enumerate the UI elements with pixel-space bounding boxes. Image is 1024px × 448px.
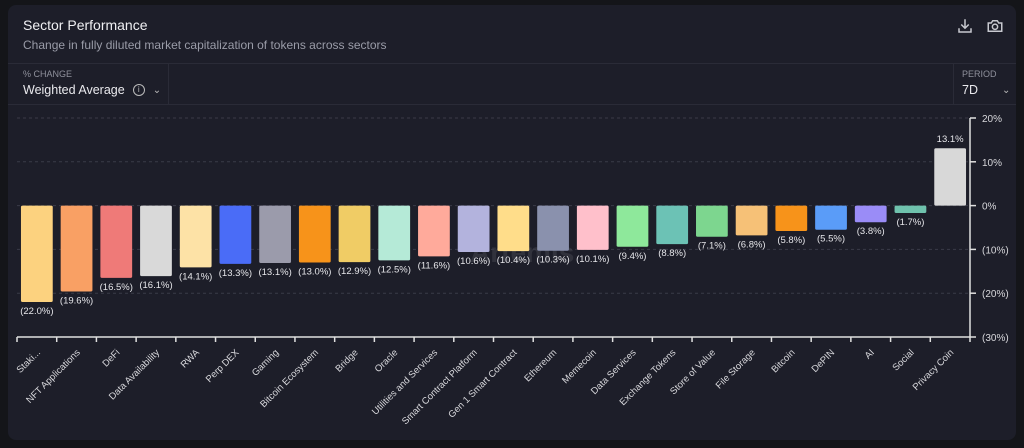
x-tick-label: Social <box>890 347 916 373</box>
x-tick-label: Bitcoin <box>769 347 797 375</box>
data-label: (3.8%) <box>857 226 885 237</box>
bar <box>179 205 212 268</box>
period-value: 7D <box>962 83 978 97</box>
bar <box>735 205 768 236</box>
bar <box>696 205 728 237</box>
data-label: (1.7%) <box>896 217 924 228</box>
data-label: (7.1%) <box>698 241 726 252</box>
data-label: (5.5%) <box>817 234 845 245</box>
bar <box>656 205 689 245</box>
bar <box>60 205 93 292</box>
data-label: (16.5%) <box>100 282 133 293</box>
y-tick-label: 0% <box>982 202 997 213</box>
bar <box>616 205 649 247</box>
bar <box>20 205 53 302</box>
data-label: (5.8%) <box>777 235 805 246</box>
data-label: (13.0%) <box>298 267 331 278</box>
chevron-down-icon: ⌄ <box>1001 84 1011 96</box>
bar <box>338 205 371 263</box>
x-tick-label: Smart Contract Platform <box>400 347 480 427</box>
chart-subtitle: Change in fully diluted market capitaliz… <box>23 38 387 52</box>
data-label: 13.1% <box>937 134 964 145</box>
chart-title: Sector Performance <box>23 17 148 33</box>
download-icon[interactable] <box>956 17 974 40</box>
bar <box>140 205 172 277</box>
y-tick-label: 10% <box>982 158 1002 169</box>
data-label: (16.1%) <box>139 280 172 291</box>
bar <box>378 205 411 261</box>
y-tick-label: (20%) <box>982 289 1009 300</box>
x-tick-label: Perp DEX <box>204 347 242 385</box>
bar <box>815 205 847 230</box>
x-tick-label: DePIN <box>810 347 838 375</box>
x-tick-label: Privacy Coin <box>911 347 956 392</box>
data-label: (11.6%) <box>418 260 451 271</box>
x-tick-label: Utilities and Services <box>370 347 440 417</box>
data-label: (6.8%) <box>738 239 766 250</box>
camera-icon[interactable] <box>986 17 1004 40</box>
x-tick-label: File Storage <box>714 347 758 391</box>
data-label: (9.4%) <box>618 251 646 262</box>
bar <box>854 205 887 223</box>
y-tick-label: (30%) <box>982 333 1009 344</box>
data-label: (10.4%) <box>497 255 530 266</box>
x-tick-label: Memecoin <box>560 347 599 386</box>
x-tick-label: Gaming <box>250 347 281 378</box>
x-tick-label: AI <box>863 347 877 361</box>
bar <box>894 205 927 214</box>
bar <box>418 205 450 257</box>
metric-value: Weighted Average <box>23 83 125 97</box>
x-tick-label: Gen 1 Smart Contract <box>446 347 519 420</box>
bar <box>576 205 609 250</box>
bar <box>775 205 808 232</box>
period-label: PERIOD <box>962 69 997 79</box>
data-label: (13.1%) <box>258 267 291 278</box>
metric-dropdown[interactable]: % CHANGE Weighted Average i ⌄ <box>8 64 169 104</box>
x-tick-label: DeFi <box>100 347 122 369</box>
period-dropdown[interactable]: PERIOD 7D ⌄ <box>953 64 1016 104</box>
bar <box>934 148 967 206</box>
data-label: (22.0%) <box>20 306 53 317</box>
data-label: (8.8%) <box>658 248 686 259</box>
x-tick-label: RWA <box>179 347 203 371</box>
bar <box>100 205 133 278</box>
bar <box>497 205 530 252</box>
data-label: (14.1%) <box>179 271 212 282</box>
info-icon[interactable]: i <box>132 84 145 96</box>
bar <box>457 205 490 253</box>
data-label: (12.5%) <box>378 264 411 275</box>
x-tick-label: Ethereum <box>522 347 559 384</box>
data-label: (10.3%) <box>536 255 569 266</box>
bar <box>259 205 291 263</box>
data-label: (13.3%) <box>219 268 252 279</box>
x-tick-label: Bridge <box>333 347 360 374</box>
x-tick-label: Oracle <box>373 347 401 375</box>
chevron-down-icon: ⌄ <box>152 84 162 96</box>
bar <box>537 205 569 251</box>
data-label: (12.9%) <box>338 266 371 277</box>
data-label: (10.6%) <box>457 256 490 267</box>
y-tick-label: (10%) <box>982 245 1009 256</box>
bar <box>219 205 252 264</box>
x-tick-label: Staki... <box>15 347 43 375</box>
bar <box>298 205 331 263</box>
data-label: (10.1%) <box>576 254 609 265</box>
data-label: (19.6%) <box>60 295 93 306</box>
y-tick-label: 20% <box>982 114 1002 125</box>
metric-label: % CHANGE <box>23 69 73 79</box>
